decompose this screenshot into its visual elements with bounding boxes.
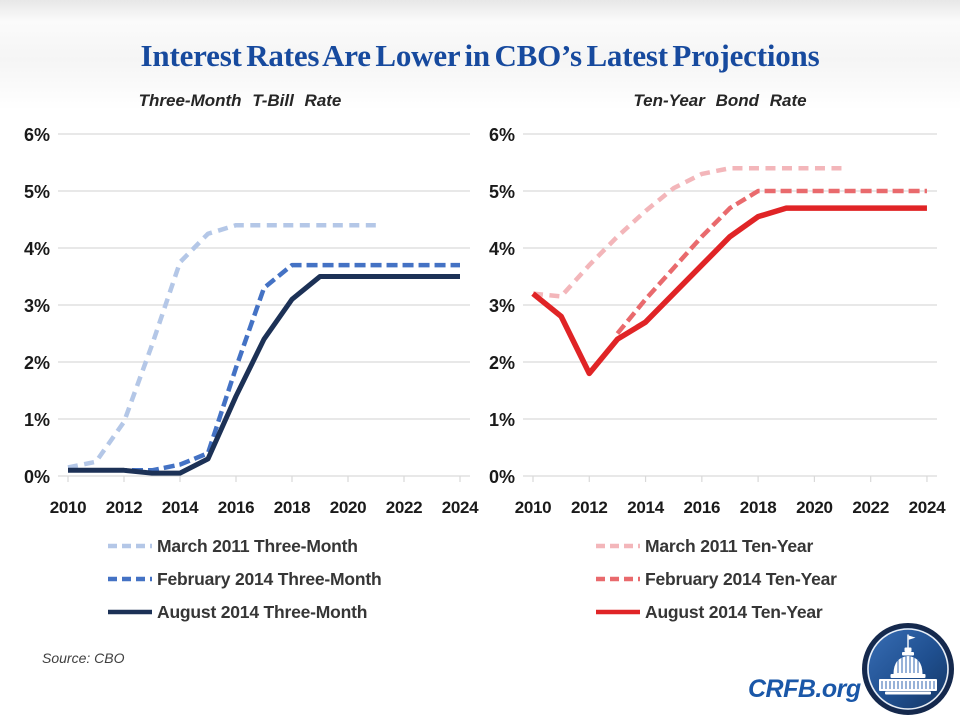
svg-text:4%: 4% bbox=[24, 239, 50, 259]
dashed-line-swatch-icon bbox=[594, 571, 642, 589]
chart-subtitle-ten-year: Ten-Year Bond Rate bbox=[633, 91, 807, 110]
legend-label: August 2014 Ten-Year bbox=[645, 602, 823, 622]
legend-label: February 2014 Three-Month bbox=[157, 569, 382, 589]
svg-text:2018: 2018 bbox=[740, 498, 777, 517]
legend-label: March 2011 Ten-Year bbox=[645, 536, 814, 556]
svg-text:0%: 0% bbox=[24, 467, 50, 487]
svg-text:2%: 2% bbox=[489, 353, 515, 373]
dashed-line-swatch-icon bbox=[594, 538, 642, 556]
svg-text:2024: 2024 bbox=[442, 498, 479, 517]
svg-text:2020: 2020 bbox=[330, 498, 367, 517]
svg-text:2014: 2014 bbox=[627, 498, 664, 517]
capitol-logo-icon bbox=[862, 623, 954, 715]
svg-text:6%: 6% bbox=[24, 125, 50, 145]
svg-text:0%: 0% bbox=[489, 467, 515, 487]
legend-item: August 2014 Three-Month bbox=[106, 596, 382, 629]
svg-text:2010: 2010 bbox=[50, 498, 87, 517]
svg-text:1%: 1% bbox=[24, 410, 50, 430]
svg-text:2012: 2012 bbox=[571, 498, 608, 517]
svg-text:4%: 4% bbox=[489, 239, 515, 259]
chart-panel-ten-year: Ten-Year Bond Rate 0% 1% 2% 3% 4% 5% 6% 2010 201… bbox=[480, 88, 960, 533]
page-title: Interest Rates Are Lower in CBO’s Latest… bbox=[140, 38, 820, 73]
svg-text:2024: 2024 bbox=[909, 498, 946, 517]
svg-text:2012: 2012 bbox=[106, 498, 143, 517]
svg-text:2022: 2022 bbox=[852, 498, 889, 517]
legend-item: August 2014 Ten-Year bbox=[594, 596, 837, 629]
svg-text:6%: 6% bbox=[489, 125, 515, 145]
svg-text:3%: 3% bbox=[24, 296, 50, 316]
chart-subtitle-three-month: Three-Month T-Bill Rate bbox=[138, 91, 342, 110]
svg-text:2014: 2014 bbox=[162, 498, 199, 517]
legend-ten-year: March 2011 Ten-Year February 2014 Ten-Ye… bbox=[594, 530, 837, 629]
svg-text:2016: 2016 bbox=[684, 498, 721, 517]
brand-wordmark: CRFB.org bbox=[748, 675, 861, 703]
legend-item: March 2011 Ten-Year bbox=[594, 530, 837, 563]
svg-text:1%: 1% bbox=[489, 410, 515, 430]
svg-text:2%: 2% bbox=[24, 353, 50, 373]
legend-item: February 2014 Ten-Year bbox=[594, 563, 837, 596]
line-chart-three-month: 0% 1% 2% 3% 4% 5% 6% 2010 2012 2014 2016 2018 2020 20… bbox=[24, 125, 479, 517]
dashed-line-swatch-icon bbox=[106, 538, 154, 556]
line-chart-ten-year: 0% 1% 2% 3% 4% 5% 6% 2010 2012 2014 2016 2018 2020 20… bbox=[489, 125, 946, 517]
legend-three-month: March 2011 Three-Month February 2014 Thr… bbox=[106, 530, 382, 629]
legend-label: February 2014 Ten-Year bbox=[645, 569, 837, 589]
svg-text:5%: 5% bbox=[24, 182, 50, 202]
legend-item: March 2011 Three-Month bbox=[106, 530, 382, 563]
solid-line-swatch-icon bbox=[106, 604, 154, 622]
svg-text:3%: 3% bbox=[489, 296, 515, 316]
svg-text:2022: 2022 bbox=[386, 498, 423, 517]
svg-text:2020: 2020 bbox=[796, 498, 833, 517]
dashed-line-swatch-icon bbox=[106, 571, 154, 589]
svg-text:2018: 2018 bbox=[274, 498, 311, 517]
svg-text:2010: 2010 bbox=[515, 498, 552, 517]
legend-item: February 2014 Three-Month bbox=[106, 563, 382, 596]
legend-label: March 2011 Three-Month bbox=[157, 536, 358, 556]
svg-text:2016: 2016 bbox=[218, 498, 255, 517]
svg-text:5%: 5% bbox=[489, 182, 515, 202]
source-note: Source: CBO bbox=[42, 650, 125, 666]
chart-panel-three-month: Three-Month T-Bill Rate 0% 1% 2% 3% 4% 5% 6% 20… bbox=[0, 88, 480, 533]
solid-line-swatch-icon bbox=[594, 604, 642, 622]
legend-label: August 2014 Three-Month bbox=[157, 602, 368, 622]
